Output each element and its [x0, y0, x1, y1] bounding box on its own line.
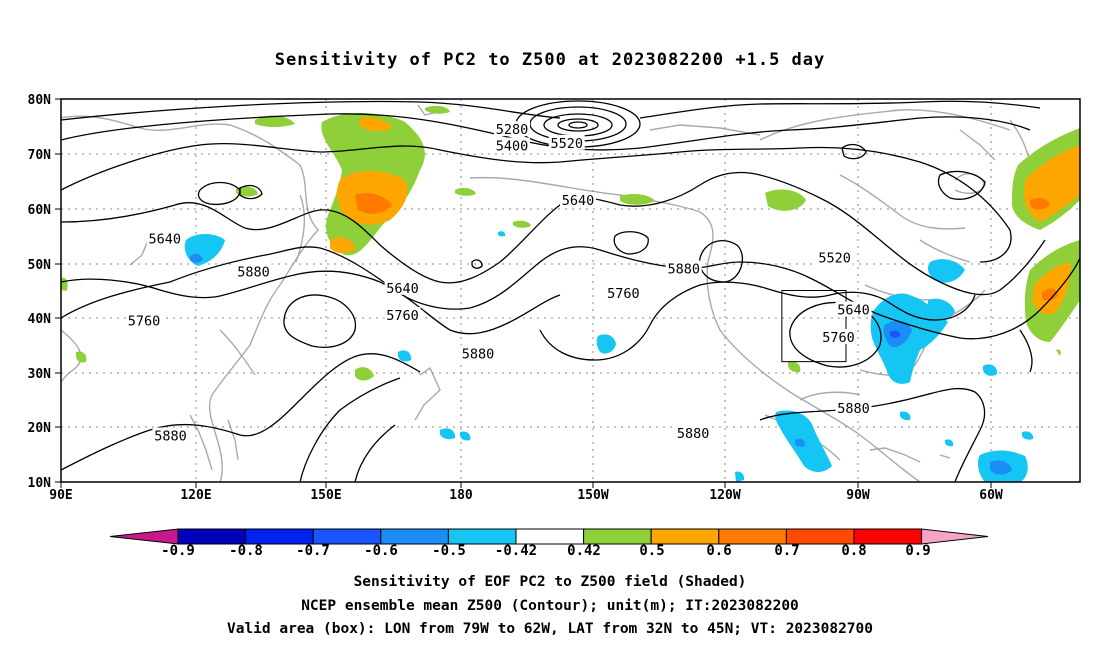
colorbar-swatch — [650, 528, 720, 545]
caption-line-2: NCEP ensemble mean Z500 (Contour); unit(… — [301, 598, 799, 614]
lon-label: 120E — [180, 488, 211, 503]
colorbar-label: 0.7 — [774, 543, 800, 559]
contour-label: 5640 — [837, 303, 870, 319]
contour-label-bg — [835, 301, 872, 317]
contour-label-bg — [152, 427, 189, 443]
plot-frame — [60, 98, 1081, 483]
contour-label-bg — [548, 134, 585, 150]
contour-label-bg — [494, 137, 531, 153]
colorbar-label: -0.42 — [494, 543, 538, 559]
tick-marks — [55, 98, 992, 488]
colorbar-label: 0.6 — [706, 543, 732, 559]
sensitivity-shading — [61, 105, 1080, 482]
contour-label-bg — [605, 285, 642, 301]
contour-label-bg — [126, 312, 163, 328]
colorbar-swatch — [447, 528, 517, 545]
contour-label-bg — [560, 192, 597, 208]
contour-label-bg — [675, 424, 712, 440]
caption-line-3: Valid area (box): LON from 79W to 62W, L… — [226, 621, 873, 637]
colorbar-label: -0.9 — [161, 543, 195, 559]
lat-label: 80N — [28, 93, 52, 108]
contour-label: 5880 — [667, 262, 700, 278]
colorbar-label: 0.8 — [841, 543, 867, 559]
colorbar-swatch — [380, 528, 449, 545]
contour-label: 5640 — [386, 281, 419, 297]
valid-area-box — [781, 290, 847, 363]
contour-label-bg — [460, 345, 497, 361]
lat-label: 50N — [28, 258, 52, 273]
colorbar-label: -0.6 — [364, 543, 398, 559]
z500-contours — [61, 100, 1080, 482]
lat-label: 10N — [28, 476, 52, 491]
colorbar-swatch — [583, 528, 652, 545]
colorbar-label: -0.7 — [296, 543, 330, 559]
contour-label-bg — [146, 230, 183, 246]
lon-label: 180 — [449, 488, 473, 503]
page-title: Sensitivity of PC2 to Z500 at 2023082200… — [274, 50, 826, 70]
lon-label: 150W — [577, 488, 608, 503]
lon-label: 60W — [979, 488, 1003, 503]
lat-label: 30N — [28, 367, 52, 382]
contour-label: 5760 — [607, 286, 640, 302]
colorbar — [109, 528, 989, 545]
contour-label: 5880 — [677, 426, 710, 442]
contour-label: 5760 — [386, 308, 419, 324]
contour-label: 5400 — [496, 139, 529, 155]
contour-label-bg — [835, 400, 872, 416]
lon-label: 120W — [709, 488, 740, 503]
colorbar-label: 0.5 — [639, 543, 665, 559]
contour-label: 5640 — [562, 193, 595, 209]
colorbar-swatch — [785, 528, 855, 545]
contour-label-bg — [820, 329, 857, 345]
colorbar-high-arrow — [921, 528, 989, 545]
contour-label-bg — [235, 263, 272, 279]
colorbar-swatch — [177, 528, 247, 545]
colorbar-swatch — [245, 528, 314, 545]
lat-label: 20N — [28, 421, 52, 436]
contour-label: 5880 — [154, 428, 187, 444]
contour-label: 5520 — [818, 251, 851, 267]
colorbar-swatch — [312, 528, 382, 545]
contour-label: 5880 — [462, 346, 495, 362]
caption-line-1: Sensitivity of EOF PC2 to Z500 field (Sh… — [353, 574, 747, 590]
coastline — [61, 104, 1032, 482]
lon-label: 150E — [310, 488, 341, 503]
lon-label: 90W — [846, 488, 870, 503]
contour-label-bg — [384, 279, 421, 295]
colorbar-label: 0.9 — [905, 543, 931, 559]
colorbar-swatch — [515, 528, 585, 545]
colorbar-label: -0.5 — [432, 543, 466, 559]
contour-label: 5880 — [237, 264, 270, 280]
contour-label-bg — [816, 249, 853, 265]
lat-label: 40N — [28, 312, 52, 327]
contour-label-bg — [494, 121, 531, 137]
contour-label: 5520 — [550, 136, 583, 152]
contour-label-bg — [665, 260, 702, 276]
colorbar-swatch — [853, 528, 923, 545]
colorbar-swatch — [718, 528, 787, 545]
grid-lines — [61, 99, 1080, 482]
contour-label: 5880 — [837, 401, 870, 417]
contour-label: 5760 — [822, 330, 855, 346]
colorbar-label: -0.8 — [229, 543, 263, 559]
lat-label: 70N — [28, 148, 52, 163]
lon-label: 90E — [49, 488, 72, 503]
contour-label: 5640 — [149, 232, 182, 248]
contour-label: 5760 — [128, 314, 161, 330]
contour-label: 5280 — [496, 122, 529, 138]
lat-label: 60N — [28, 203, 52, 218]
contour-label-bg — [384, 307, 421, 323]
colorbar-label: 0.42 — [567, 543, 601, 559]
colorbar-low-arrow — [109, 528, 179, 545]
